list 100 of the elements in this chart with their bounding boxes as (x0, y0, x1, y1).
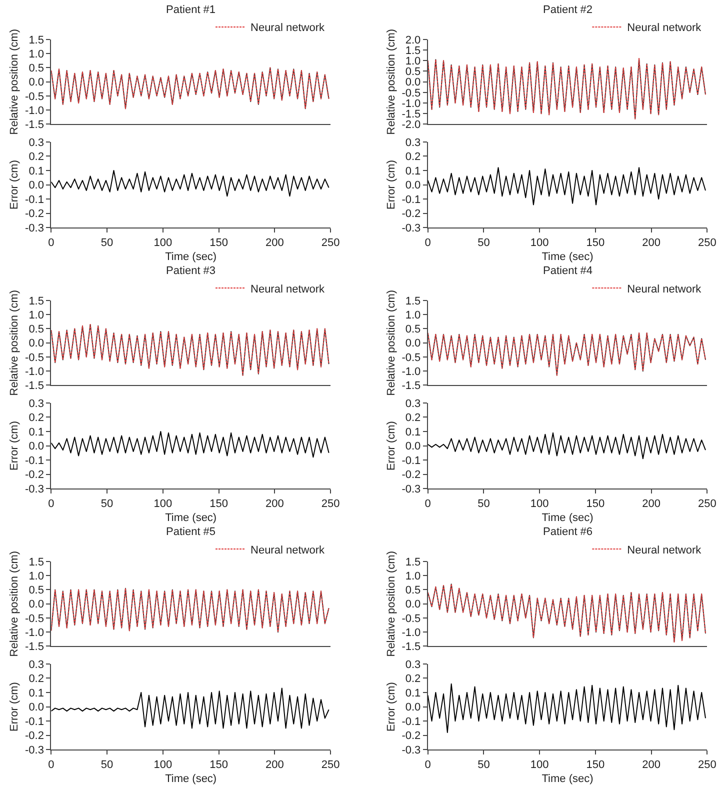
y-tick-label: -1.5 (402, 380, 421, 392)
y-tick-label: 1.0 (405, 570, 421, 582)
y-tick-label: 0.3 (28, 136, 44, 149)
x-tick-label: 150 (210, 498, 228, 510)
y-tick-label: 1.5 (405, 556, 421, 568)
y-axis-title: Error (cm) (385, 421, 398, 471)
x-tick-label: 0 (424, 758, 431, 771)
y-tick-label: 0.0 (28, 76, 44, 89)
y-axis-title: Error (cm) (385, 160, 398, 210)
y-tick-label: -1.5 (25, 380, 44, 392)
y-tick-label: 0.5 (28, 584, 44, 597)
y-tick-label: 1.5 (28, 556, 44, 568)
x-tick-label: 150 (586, 498, 605, 510)
y-tick-label: 0.0 (405, 598, 421, 611)
y-tick-label: 0.0 (405, 180, 421, 192)
y-tick-label: -0.1 (402, 454, 421, 467)
x-tick-label: 50 (100, 498, 114, 510)
y-axis-title: Relative position (cm) (8, 550, 21, 657)
y-tick-label: 1.0 (28, 309, 44, 322)
y-axis-title: Relative position (cm) (385, 550, 398, 657)
x-tick-label: 250 (321, 498, 340, 510)
x-tick-label: 0 (424, 498, 431, 510)
x-axis-title: Time (sec) (165, 773, 217, 786)
y-tick-label: -0.1 (25, 454, 44, 467)
y-axis-title: Error (cm) (8, 160, 21, 210)
x-tick-label: 0 (48, 498, 54, 510)
x-tick-label: 250 (698, 236, 716, 249)
legend-label: Neural network (627, 22, 702, 34)
y-tick-label: 0.0 (405, 338, 421, 350)
y-axis-title: Error (cm) (8, 421, 21, 471)
y-tick-label: 0.0 (28, 338, 44, 350)
y-tick-label: -0.1 (402, 716, 421, 728)
x-tick-label: 250 (698, 758, 716, 771)
y-tick-label: -1.0 (402, 366, 421, 378)
y-tick-label: -0.5 (402, 87, 421, 100)
x-axis-title: Time (sec) (542, 251, 594, 263)
y-tick-label: 0.1 (28, 687, 44, 700)
chart-title: Patient #2 (543, 4, 593, 16)
x-tick-label: 150 (210, 236, 228, 249)
y-tick-label: 1.5 (405, 44, 421, 57)
y-tick-label: -0.5 (402, 352, 421, 364)
y-axis-title: Error (cm) (8, 682, 21, 732)
y-tick-label: -0.5 (402, 612, 421, 625)
y-tick-label: 2.0 (405, 34, 421, 46)
x-tick-label: 0 (424, 236, 431, 249)
x-tick-label: 200 (265, 498, 284, 510)
x-tick-label: 0 (48, 758, 54, 771)
y-tick-label: -1.0 (402, 98, 421, 110)
y-tick-label: 0.5 (405, 66, 421, 78)
y-axis-title: Relative position (cm) (8, 28, 21, 135)
x-axis-title: Time (sec) (542, 773, 594, 786)
x-tick-label: 150 (210, 758, 228, 771)
y-tick-label: 0.0 (405, 440, 421, 453)
chart-title: Patient #6 (543, 526, 593, 538)
y-tick-label: 0.0 (28, 598, 44, 611)
y-tick-label: 0.3 (405, 658, 421, 671)
x-tick-label: 50 (100, 236, 114, 249)
x-tick-label: 50 (478, 758, 490, 771)
y-tick-label: -2.0 (402, 119, 421, 132)
y-tick-label: 0.1 (405, 687, 421, 700)
y-tick-label: -1.5 (402, 108, 421, 120)
y-tick-label: -0.2 (402, 730, 421, 742)
x-tick-label: 200 (265, 236, 284, 249)
y-tick-label: -0.3 (402, 483, 421, 496)
x-tick-label: 250 (698, 498, 716, 510)
y-tick-label: -0.2 (402, 469, 421, 482)
y-tick-label: 0.2 (405, 412, 421, 424)
y-tick-label: -1.5 (25, 641, 44, 654)
y-tick-label: -1.0 (25, 366, 44, 378)
x-tick-label: 250 (321, 236, 340, 249)
y-tick-label: -0.5 (25, 90, 44, 103)
y-tick-label: 0.2 (405, 151, 421, 164)
y-tick-label: 0.2 (28, 673, 44, 686)
y-tick-label: 0.5 (405, 324, 421, 336)
y-tick-label: 0.1 (405, 426, 421, 438)
x-tick-label: 100 (154, 498, 172, 510)
y-tick-label: -0.2 (25, 730, 44, 742)
y-tick-label: 0.1 (405, 165, 421, 178)
y-tick-label: 0.1 (28, 165, 44, 178)
x-tick-label: 150 (586, 236, 605, 249)
x-tick-label: 100 (154, 236, 172, 249)
y-tick-label: 0.0 (405, 702, 421, 714)
chart-title: Patient #1 (166, 4, 216, 16)
y-tick-label: 0.2 (405, 673, 421, 686)
chart-title: Patient #5 (166, 526, 216, 538)
y-tick-label: -1.0 (25, 626, 44, 639)
y-axis-title: Relative position (cm) (8, 290, 21, 396)
legend-label: Neural network (627, 544, 702, 556)
y-tick-label: -0.1 (25, 194, 44, 206)
y-tick-label: -0.5 (25, 352, 44, 364)
x-tick-label: 100 (530, 236, 549, 249)
y-tick-label: -0.3 (402, 744, 421, 756)
x-tick-label: 0 (48, 236, 54, 249)
y-tick-label: -0.3 (402, 222, 421, 234)
y-tick-label: -0.2 (402, 208, 421, 220)
y-tick-label: 1.0 (405, 309, 421, 322)
y-tick-label: 0.5 (405, 584, 421, 597)
legend-label: Neural network (250, 283, 325, 296)
y-tick-label: 0.3 (405, 398, 421, 410)
x-tick-label: 50 (478, 236, 490, 249)
